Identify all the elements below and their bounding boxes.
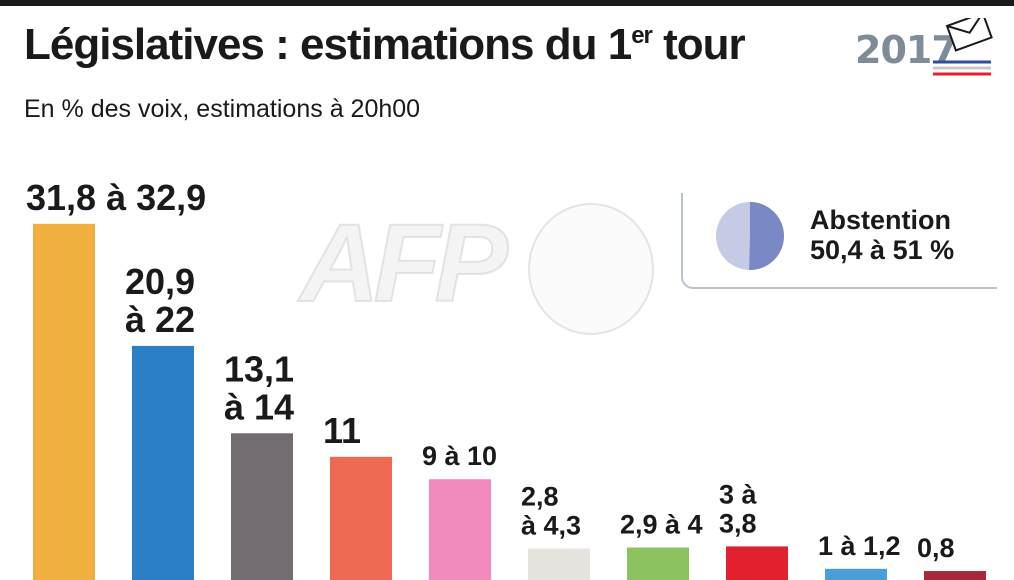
ballot-envelope-icon bbox=[933, 18, 993, 76]
bar-9 bbox=[825, 568, 887, 580]
abstention-pie-share bbox=[749, 202, 784, 270]
bar-5-value-label: 9 à 10 bbox=[422, 441, 497, 471]
bar-2 bbox=[132, 345, 194, 580]
bar-3-value-label: à 14 bbox=[224, 386, 294, 427]
bar-8 bbox=[726, 546, 788, 580]
abstention-label: Abstention bbox=[810, 205, 951, 235]
bar-6 bbox=[528, 548, 590, 580]
bar-2-value-label: 20,9 bbox=[125, 261, 195, 302]
title-end: tour bbox=[651, 20, 746, 69]
bar-1 bbox=[33, 223, 95, 580]
logo-year: 2017 bbox=[855, 28, 958, 72]
chart-subtitle: En % des voix, estimations à 20h00 bbox=[24, 95, 421, 123]
chart-title: Législatives : estimations du 1er tour bbox=[24, 20, 746, 70]
bar-4-value-label: 11 bbox=[323, 410, 361, 451]
election-2017-logo: 2017 bbox=[855, 18, 995, 80]
bar-7-value-label: 2,9 à 4 bbox=[620, 510, 703, 540]
abstention-pie bbox=[716, 202, 784, 270]
title-main: Législatives : estimations du 1 bbox=[24, 20, 632, 69]
bar-10 bbox=[924, 571, 986, 580]
abstention-value: 50,4 à 51 % bbox=[810, 235, 955, 265]
top-rule bbox=[0, 0, 1014, 6]
bar-8-value-label: 3,8 bbox=[719, 508, 757, 538]
bar-7 bbox=[627, 547, 689, 580]
bar-5 bbox=[429, 479, 491, 580]
bar-2-value-label: à 22 bbox=[125, 299, 195, 340]
bar-3-value-label: 13,1 bbox=[224, 348, 294, 389]
bar-9-value-label: 1 à 1,2 bbox=[818, 531, 901, 561]
bar-10-value-label: 0,8 bbox=[917, 533, 955, 563]
bar-6-value-label: 2,8 bbox=[521, 482, 559, 512]
bar-3 bbox=[231, 433, 293, 580]
bar-8-value-label: 3 à bbox=[719, 479, 758, 509]
bar-4 bbox=[330, 456, 392, 580]
abstention-box: Abstention 50,4 à 51 % bbox=[681, 193, 997, 289]
afp-watermark: AFP bbox=[299, 201, 509, 326]
title-superscript: er bbox=[631, 22, 653, 49]
bar-1-value-label: 31,8 à 32,9 bbox=[26, 177, 206, 218]
afp-watermark-ball bbox=[528, 203, 654, 335]
bar-6-value-label: à 4,3 bbox=[521, 511, 581, 541]
